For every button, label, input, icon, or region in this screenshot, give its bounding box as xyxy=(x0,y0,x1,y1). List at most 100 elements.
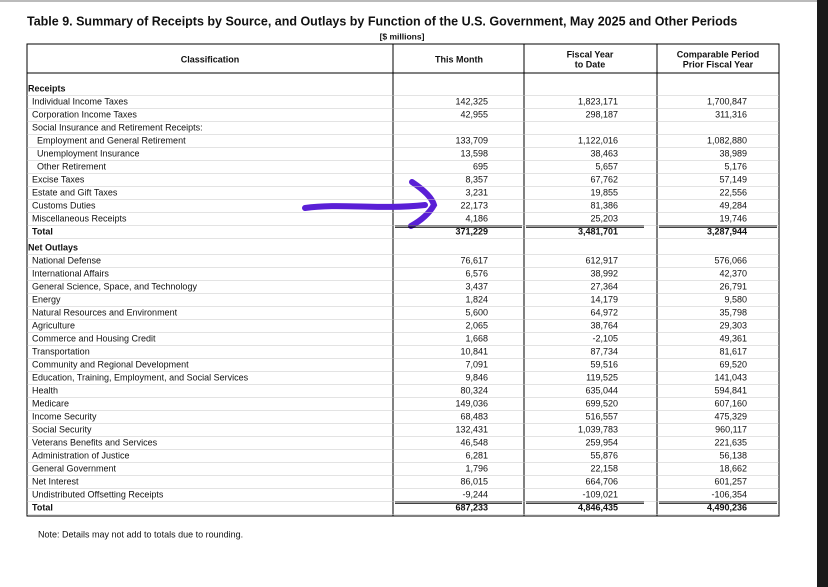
cell: 38,764 xyxy=(590,320,618,330)
cell: 960,117 xyxy=(715,424,747,434)
cell: 38,992 xyxy=(590,268,618,278)
cell: 49,284 xyxy=(719,200,747,210)
row-label: Individual Income Taxes xyxy=(32,96,128,106)
row-label: Miscellaneous Receipts xyxy=(32,213,127,223)
cell: 635,044 xyxy=(585,385,618,395)
cell: 18,662 xyxy=(719,463,747,473)
cell: 475,329 xyxy=(714,411,747,421)
row-label: Estate and Gift Taxes xyxy=(32,187,118,197)
cell: 25,203 xyxy=(590,213,618,223)
row-label: Community and Regional Development xyxy=(32,359,189,369)
cell: 1,796 xyxy=(465,463,488,473)
cell: 1,122,016 xyxy=(578,135,618,145)
cell: 4,490,236 xyxy=(707,502,747,512)
cell: 38,989 xyxy=(719,148,747,158)
cell: 142,325 xyxy=(455,96,488,106)
row-label: International Affairs xyxy=(32,268,109,278)
cell: 29,303 xyxy=(719,320,747,330)
cell: 87,734 xyxy=(590,346,618,356)
cell: 86,015 xyxy=(460,476,488,486)
row-label: Agriculture xyxy=(32,320,75,330)
cell: 607,160 xyxy=(714,398,747,408)
col-header: Comparable Period xyxy=(677,49,760,59)
cell: 42,370 xyxy=(719,268,747,278)
cell: 19,855 xyxy=(590,187,618,197)
cell: 4,186 xyxy=(465,213,488,223)
cell: 119,525 xyxy=(586,372,618,382)
col-header: This Month xyxy=(435,54,483,64)
cell: 19,746 xyxy=(719,213,747,223)
cell: 1,824 xyxy=(465,294,488,304)
cell: 5,176 xyxy=(724,161,747,171)
cell: 22,173 xyxy=(460,200,488,210)
cell: 594,841 xyxy=(714,385,747,395)
row-label: Veterans Benefits and Services xyxy=(32,437,158,447)
cell: 1,668 xyxy=(465,333,488,343)
cell: 687,233 xyxy=(455,502,488,512)
cell: 133,709 xyxy=(455,135,488,145)
cell: 42,955 xyxy=(460,109,488,119)
cell: 132,431 xyxy=(455,424,488,434)
cell: 49,361 xyxy=(719,333,747,343)
row-label: Total xyxy=(32,226,53,236)
cell: 80,324 xyxy=(460,385,488,395)
arrow xyxy=(302,202,428,211)
table-frame xyxy=(26,43,780,517)
row-label: Social Insurance and Retirement Receipts… xyxy=(32,122,203,132)
cell: -9,244 xyxy=(462,489,488,499)
cell: 6,281 xyxy=(465,450,488,460)
row-label: Corporation Income Taxes xyxy=(32,109,137,119)
cell: 10,841 xyxy=(460,346,488,356)
cell: 9,580 xyxy=(724,294,747,304)
row-label: Administration of Justice xyxy=(32,450,130,460)
row-label: General Science, Space, and Technology xyxy=(32,281,197,291)
arrow-head xyxy=(408,179,438,229)
cell: 3,437 xyxy=(465,281,488,291)
cell: 1,700,847 xyxy=(707,96,747,106)
unit: [$ millions] xyxy=(380,31,425,41)
cell: -106,354 xyxy=(711,489,747,499)
cell: 81,386 xyxy=(590,200,618,210)
row-label: Total xyxy=(32,502,53,512)
cell: 1,039,783 xyxy=(578,424,618,434)
row-label: Income Security xyxy=(32,411,97,421)
row-label: Unemployment Insurance xyxy=(37,148,140,158)
row-label: Other Retirement xyxy=(37,161,107,171)
cell: 14,179 xyxy=(590,294,618,304)
cell: 22,158 xyxy=(590,463,618,473)
cell: 26,791 xyxy=(719,281,747,291)
cell: 22,556 xyxy=(719,187,747,197)
cell: 601,257 xyxy=(714,476,747,486)
section-title: Net Outlays xyxy=(28,242,78,252)
cell: 5,600 xyxy=(465,307,488,317)
row-label: Natural Resources and Environment xyxy=(32,307,178,317)
row-label: Excise Taxes xyxy=(32,174,85,184)
note: Note: Details may not add to totals due … xyxy=(38,529,243,539)
cell: 3,481,701 xyxy=(578,226,618,236)
cell: 1,082,880 xyxy=(707,135,747,145)
top-edge xyxy=(0,0,828,2)
cell: 68,483 xyxy=(460,411,488,421)
section-title: Receipts xyxy=(28,83,66,93)
cell: 46,548 xyxy=(460,437,488,447)
cell: 9,846 xyxy=(465,372,488,382)
col-header: Classification xyxy=(181,54,240,64)
cell: 311,316 xyxy=(715,109,747,119)
cell: 59,516 xyxy=(590,359,618,369)
row-label: Undistributed Offsetting Receipts xyxy=(32,489,164,499)
cell: 76,617 xyxy=(460,255,488,265)
cell: 695 xyxy=(473,161,488,171)
cell: 576,066 xyxy=(714,255,747,265)
cell: 516,557 xyxy=(585,411,618,421)
cell: 55,876 xyxy=(590,450,618,460)
cell: 141,043 xyxy=(714,372,747,382)
row-label: Energy xyxy=(32,294,61,304)
cell: 4,846,435 xyxy=(578,502,618,512)
row-label: General Government xyxy=(32,463,117,473)
cell: 64,972 xyxy=(590,307,618,317)
cell: 298,187 xyxy=(585,109,618,119)
cell: 5,657 xyxy=(595,161,618,171)
cell: 69,520 xyxy=(719,359,747,369)
row-label: Employment and General Retirement xyxy=(37,135,186,145)
